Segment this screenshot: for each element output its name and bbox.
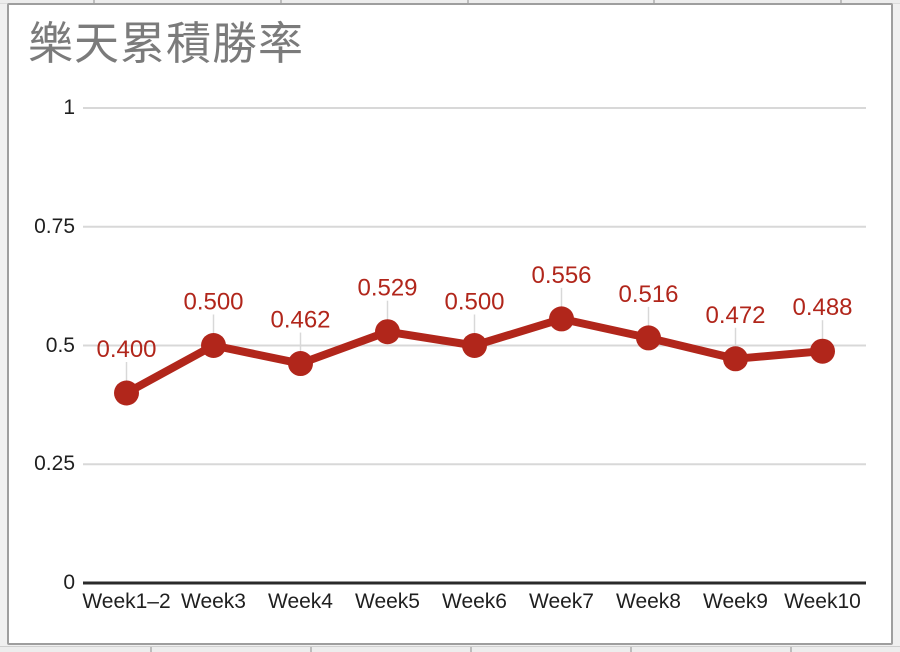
sheet-cell-border	[790, 647, 792, 652]
sheet-cell-border	[150, 647, 152, 652]
sheet-cell-border	[653, 0, 655, 3]
chart-card[interactable]	[7, 3, 893, 645]
sheet-cell-border	[280, 0, 282, 3]
sheet-cells-bottom	[0, 646, 900, 652]
sheet-cell-border	[93, 0, 95, 3]
chart-title: 樂天累積勝率	[28, 18, 305, 69]
sheet-cell-border	[310, 647, 312, 652]
sheet-cell-border	[467, 0, 469, 3]
sheet-cell-border	[840, 0, 842, 3]
sheet-cell-border	[470, 647, 472, 652]
sheet-cell-border	[630, 647, 632, 652]
